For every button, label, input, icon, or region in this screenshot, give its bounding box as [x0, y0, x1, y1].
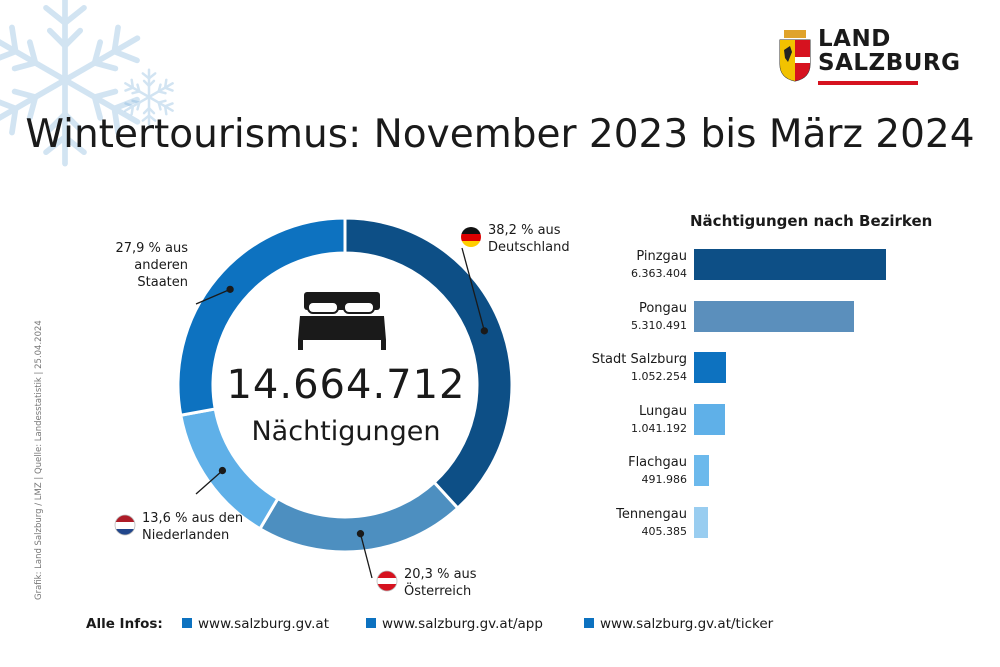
slice-label-line: Niederlanden [142, 528, 230, 543]
bar-tennengau [694, 506, 708, 538]
germany-flag-icon [461, 227, 481, 247]
leader-line [195, 288, 231, 305]
bar-pongau [694, 300, 855, 332]
bar-value-label: 5.310.491 [631, 318, 687, 332]
slice-label-line: Österreich [404, 584, 472, 599]
link-salzburg-ticker[interactable]: www.salzburg.gv.at/ticker [584, 616, 773, 632]
bar-pinzgau [694, 249, 886, 280]
bar-category-label: Pinzgau [636, 249, 687, 264]
bar-chart-title: Nächtigungen nach Bezirken [690, 212, 933, 230]
slice-label-andere-staaten: 27,9 % aus anderen Staaten [100, 240, 188, 291]
bar-flachgau [694, 455, 709, 486]
page-title: Wintertourismus: November 2023 bis März … [25, 112, 975, 157]
bar-value-label: 491.986 [641, 473, 688, 486]
leader-dot [226, 285, 234, 293]
slice-label-line: Deutschland [488, 240, 570, 255]
square-bullet-icon [366, 618, 376, 628]
coat-of-arms-icon [779, 30, 811, 82]
slice-label-oesterreich: 20,3 % aus Österreich [376, 566, 477, 600]
slice-label-line: 38,2 % aus [488, 223, 561, 238]
bar-category-label: Pongau [638, 300, 687, 316]
bar-category-label: Flachgau [628, 455, 687, 470]
logo-underline [818, 81, 918, 85]
bed-icon [298, 292, 386, 350]
slice-label-line: 13,6 % aus den [142, 511, 244, 526]
slice-label-line: Staaten [137, 275, 188, 290]
leader-dot [356, 530, 365, 538]
donut-slice-oesterreich [257, 480, 460, 554]
slice-label-line: anderen [134, 258, 188, 273]
bar-category-label: Tennengau [616, 506, 687, 522]
total-overnight-stays-value: 14.664.712 [226, 362, 466, 408]
donut-slice-andere-staaten [176, 216, 347, 418]
footer-label: Alle Infos: [86, 616, 163, 632]
bar-category-label: Stadt Salzburg [591, 352, 687, 367]
netherlands-flag-icon [114, 514, 136, 536]
slice-label-line: 20,3 % aus [404, 567, 477, 582]
slice-label-deutschland: 38,2 % aus Deutschland [460, 222, 570, 256]
leader-line [359, 533, 373, 579]
bar-value-label: 1.041.192 [631, 421, 687, 435]
link-text: www.salzburg.gv.at/ticker [600, 616, 774, 632]
square-bullet-icon [584, 618, 594, 628]
bar-lungau [694, 403, 726, 435]
leader-dot [218, 466, 227, 475]
leader-dot [480, 327, 488, 335]
austria-flag-icon [376, 570, 398, 592]
logo-word-land: LAND [818, 26, 891, 52]
leader-line [195, 470, 223, 495]
link-salzburg-app[interactable]: www.salzburg.gv.at/app [366, 616, 543, 632]
total-overnight-stays-label: Nächtigungen [251, 416, 441, 447]
bar-category-label: Lungau [639, 403, 687, 419]
square-bullet-icon [182, 618, 192, 628]
logo-word-salzburg: SALZBURG [818, 50, 961, 76]
bar-value-label: 405.385 [641, 524, 688, 538]
land-salzburg-logo: LAND SALZBURG [776, 24, 966, 94]
slice-label-niederlande: 13,6 % aus den Niederlanden [114, 510, 243, 544]
leader-line [461, 247, 485, 332]
slice-label-line: 27,9 % aus [115, 241, 188, 256]
bar-stadt-salzburg [694, 352, 726, 383]
link-text: www.salzburg.gv.at [198, 616, 329, 632]
link-salzburg-gv[interactable]: www.salzburg.gv.at [182, 616, 329, 632]
snowflake-icon [0, 0, 160, 180]
link-text: www.salzburg.gv.at/app [382, 616, 543, 632]
bar-value-label: 6.363.404 [631, 267, 687, 280]
bar-value-label: 1.052.254 [631, 370, 687, 383]
